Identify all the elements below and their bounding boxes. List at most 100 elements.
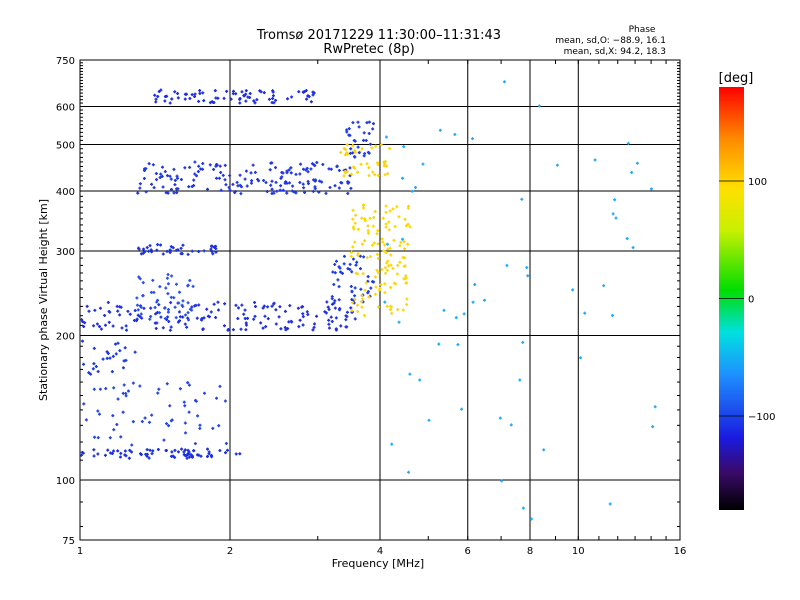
data-point	[228, 188, 232, 192]
data-point	[238, 452, 242, 456]
data-point	[312, 178, 316, 182]
data-point	[179, 252, 183, 256]
data-point	[337, 298, 341, 302]
data-point	[383, 173, 387, 177]
data-point	[384, 225, 388, 229]
data-point	[185, 325, 189, 329]
data-point	[167, 424, 171, 428]
data-point	[112, 386, 116, 390]
data-point	[410, 189, 414, 193]
data-point	[147, 249, 151, 253]
data-point	[529, 517, 533, 521]
data-point	[353, 317, 357, 321]
data-point	[353, 286, 357, 290]
data-point	[105, 350, 109, 354]
data-point	[155, 248, 159, 252]
data-point	[216, 300, 220, 304]
data-point	[123, 449, 127, 453]
data-point	[471, 137, 475, 141]
data-point	[89, 372, 93, 376]
data-point	[166, 273, 170, 277]
data-point	[351, 144, 355, 148]
data-point	[156, 391, 160, 395]
data-point	[98, 306, 102, 310]
x-tick-label: 1	[77, 546, 83, 557]
data-point	[187, 452, 191, 456]
data-point	[191, 284, 195, 288]
data-point	[163, 317, 167, 321]
colorbar-tick-label: −100	[748, 412, 775, 423]
data-point	[92, 387, 96, 391]
data-point	[166, 315, 170, 319]
data-point	[118, 349, 122, 353]
data-point	[349, 284, 353, 288]
data-point	[362, 138, 366, 142]
data-point	[197, 250, 201, 254]
trace-o_cusp	[330, 254, 376, 304]
data-point	[437, 342, 441, 346]
data-point	[402, 277, 406, 281]
data-point	[384, 164, 388, 168]
data-point	[396, 308, 400, 312]
data-point	[166, 310, 170, 314]
data-point	[368, 142, 372, 146]
data-point	[571, 288, 575, 292]
data-point	[348, 267, 352, 271]
data-point	[91, 367, 95, 371]
data-point	[274, 322, 278, 326]
data-point	[231, 182, 235, 186]
data-point	[224, 441, 228, 445]
data-point	[141, 294, 145, 298]
data-point	[345, 128, 349, 132]
data-point	[217, 424, 221, 428]
data-point	[181, 315, 185, 319]
data-point	[324, 191, 328, 195]
data-point	[462, 312, 466, 316]
data-point	[354, 213, 358, 217]
data-point	[118, 313, 122, 317]
data-point	[346, 267, 350, 271]
data-point	[350, 301, 354, 305]
data-point	[183, 97, 187, 101]
data-point	[179, 178, 183, 182]
data-point	[349, 254, 353, 258]
data-point	[190, 93, 194, 97]
y-tick-label: 750	[56, 56, 75, 67]
data-point	[173, 178, 177, 182]
data-point	[170, 97, 174, 101]
trace-o_mid_low	[80, 339, 137, 376]
data-point	[408, 372, 412, 376]
data-point	[305, 97, 309, 101]
data-point	[186, 316, 190, 320]
data-point	[359, 287, 363, 291]
x-tick-label: 4	[377, 546, 383, 557]
data-point	[173, 305, 177, 309]
data-point	[509, 423, 513, 427]
data-point	[631, 246, 635, 250]
data-point	[376, 242, 380, 246]
data-point	[151, 449, 155, 453]
data-point	[345, 310, 349, 314]
data-point	[198, 423, 202, 427]
data-point	[136, 313, 140, 317]
data-point	[334, 316, 338, 320]
data-point	[192, 449, 196, 453]
data-point	[328, 185, 332, 189]
data-point	[344, 314, 348, 318]
data-point	[79, 453, 83, 457]
data-point	[84, 418, 88, 422]
data-point	[626, 141, 630, 145]
data-point	[234, 452, 238, 456]
data-point	[128, 312, 132, 316]
data-point	[169, 188, 173, 192]
data-point	[349, 147, 353, 151]
data-point	[80, 450, 84, 454]
data-point	[261, 326, 265, 330]
data-point	[331, 270, 335, 274]
data-point	[184, 92, 188, 96]
data-point	[164, 286, 168, 290]
data-point	[344, 325, 348, 329]
data-point	[93, 308, 97, 312]
data-point	[135, 319, 139, 323]
data-point	[174, 316, 178, 320]
